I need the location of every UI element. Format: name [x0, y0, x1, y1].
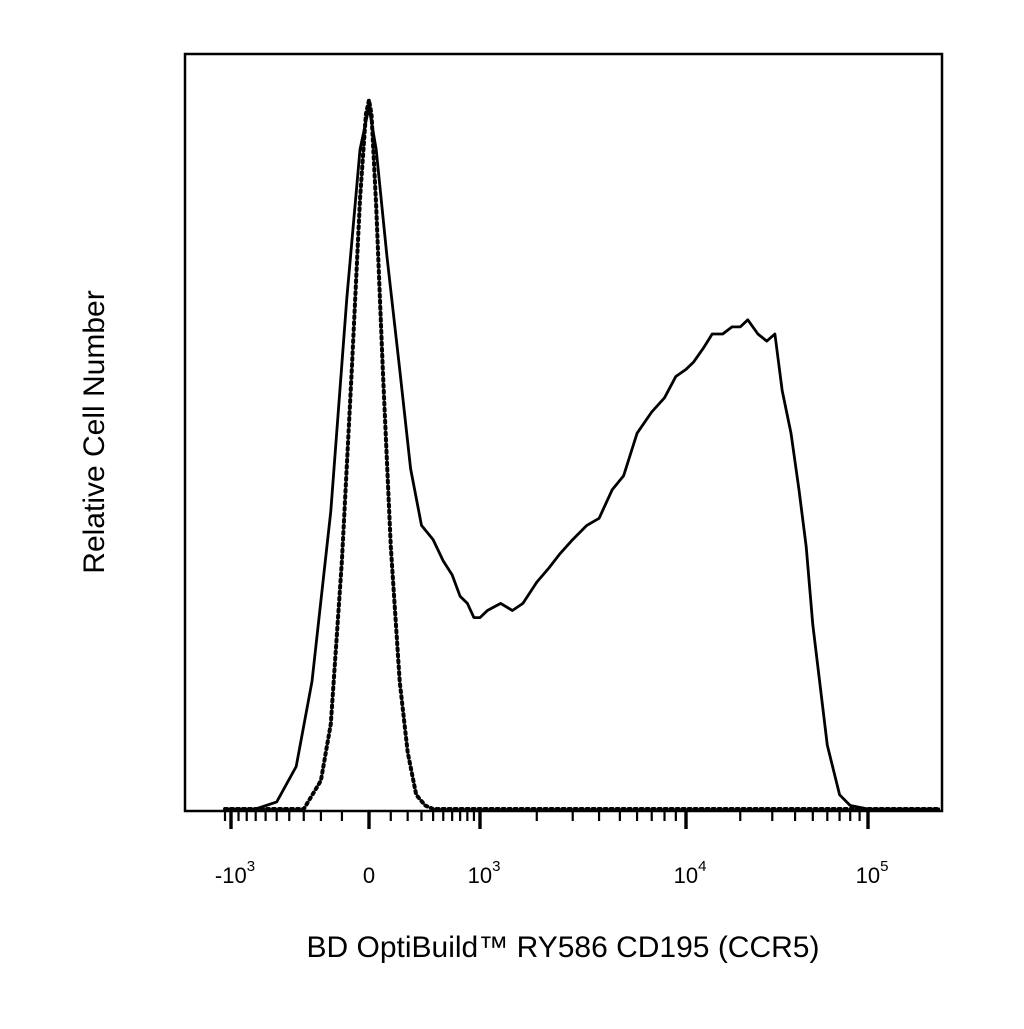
x-tick-label: 105	[856, 858, 889, 888]
series-line-dotted	[223, 98, 942, 811]
histogram-series	[223, 98, 942, 811]
x-axis-tick-labels: -103 0 103 104 105	[215, 858, 888, 888]
plot-frame	[183, 52, 944, 813]
x-axis-title: BD OptiBuild™ RY586 CD195 (CCR5)	[307, 931, 820, 964]
x-tick-label: 103	[468, 858, 501, 888]
x-axis-minor-ticks	[223, 811, 870, 829]
x-tick-label: -103	[215, 858, 255, 888]
x-tick-label: 104	[674, 858, 707, 888]
x-tick-label: 0	[363, 863, 375, 888]
series-line-solid	[225, 105, 940, 811]
y-axis-title: Relative Cell Number	[78, 290, 111, 573]
